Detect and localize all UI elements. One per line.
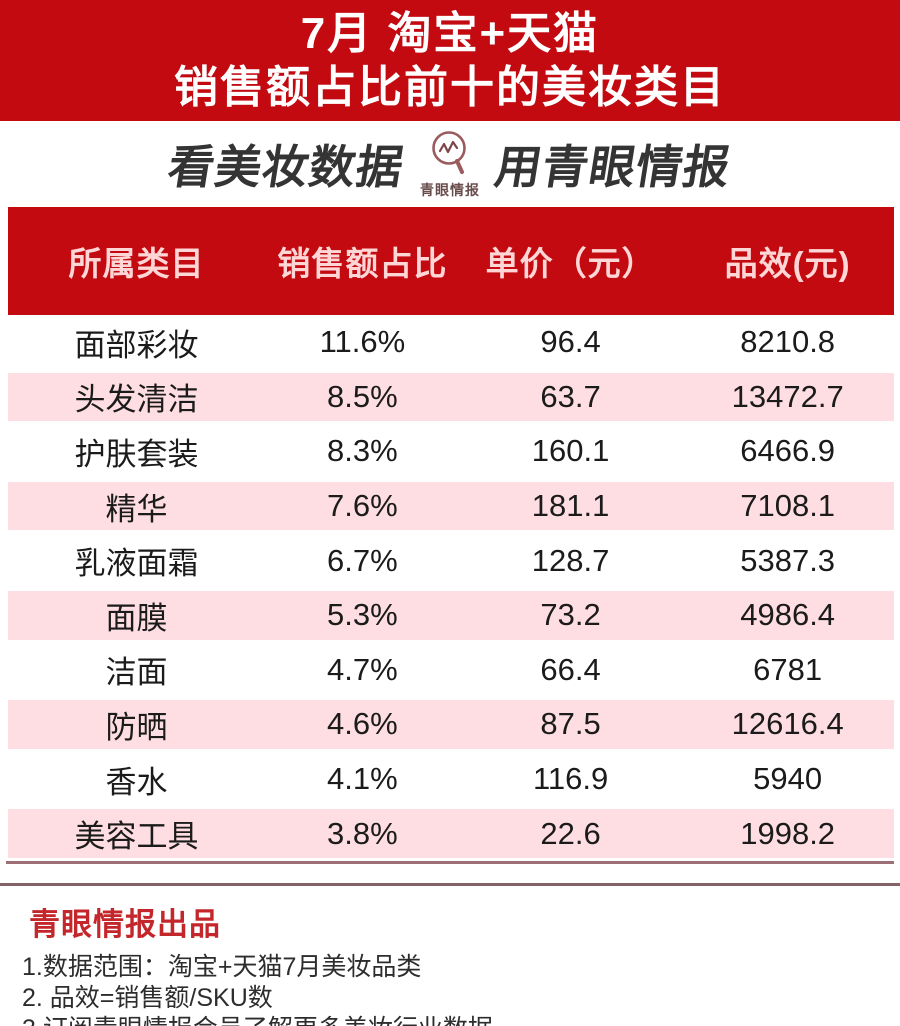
footer-notes: 1.数据范围：淘宝+天猫7月美妆品类 2. 品效=销售额/SKU数 3.订阅青眼… [22, 952, 900, 1026]
cell-sales-share: 8.5% [327, 378, 398, 414]
cell-unit-price: 116.9 [532, 761, 609, 797]
table-row: 面膜 5.3% 73.2 4986.4 [8, 587, 894, 643]
column-header-sales-share: 销售额占比 [277, 245, 448, 282]
table-header-row: 所属类目 销售额占比 单价（元） 品效(元) [8, 207, 894, 315]
table-row: 头发清洁 8.5% 63.7 13472.7 [8, 369, 894, 425]
cell-unit-price: 87.5 [540, 706, 601, 742]
cell-efficiency: 6466.9 [740, 433, 836, 469]
footer: 青眼情报出品 1.数据范围：淘宝+天猫7月美妆品类 2. 品效=销售额/SKU数… [0, 886, 900, 1026]
cell-category: 头发清洁 [74, 382, 199, 418]
magnifier-chart-icon [424, 128, 476, 183]
brand-logo-caption: 青眼情报 [420, 182, 480, 198]
cell-sales-share: 4.1% [327, 761, 398, 797]
table-body: 面部彩妆 11.6% 96.4 8210.8 头发清洁 8.5% 63.7 13… [8, 315, 894, 861]
cell-efficiency: 5387.3 [740, 542, 836, 578]
cell-sales-share: 6.7% [327, 542, 398, 578]
cell-sales-share: 7.6% [327, 488, 398, 524]
title-banner: 7月 淘宝+天猫 销售额占比前十的美妆类目 [0, 0, 900, 121]
table-row: 乳液面霜 6.7% 128.7 5387.3 [8, 533, 894, 588]
section-divider [0, 882, 900, 886]
cell-efficiency: 6781 [753, 651, 823, 687]
cell-category: 面部彩妆 [74, 327, 199, 363]
table-bottom-border [6, 860, 894, 864]
cell-category: 乳液面霜 [74, 546, 199, 582]
cell-category: 精华 [105, 491, 168, 527]
cell-efficiency: 5940 [753, 761, 823, 797]
cell-unit-price: 96.4 [540, 324, 601, 360]
brand-logo: 青眼情报 [420, 128, 480, 200]
cell-unit-price: 63.7 [540, 378, 601, 414]
brand-strip: 看美妆数据 青眼情报 用青眼情报 [0, 121, 900, 207]
cell-efficiency: 4986.4 [740, 597, 836, 633]
table-row: 香水 4.1% 116.9 5940 [8, 751, 894, 807]
table-row: 精华 7.6% 181.1 7108.1 [8, 478, 894, 534]
cell-sales-share: 3.8% [327, 815, 398, 851]
cell-category: 香水 [105, 764, 168, 800]
title-line-1: 7月 淘宝+天猫 [300, 8, 600, 58]
table-row: 护肤套装 8.3% 160.1 6466.9 [8, 424, 894, 479]
column-header-category: 所属类目 [68, 245, 205, 282]
column-header-efficiency: 品效(元) [724, 245, 851, 282]
cell-sales-share: 8.3% [327, 433, 398, 469]
table-row: 洁面 4.7% 66.4 6781 [8, 642, 894, 698]
cell-efficiency: 13472.7 [731, 378, 844, 414]
cell-sales-share: 11.6% [319, 324, 406, 360]
cell-efficiency: 8210.8 [740, 324, 836, 360]
cell-sales-share: 4.6% [327, 706, 398, 742]
title-line-2: 销售额占比前十的美妆类目 [174, 62, 726, 112]
cell-unit-price: 66.4 [540, 651, 601, 687]
table-row: 防晒 4.6% 87.5 12616.4 [8, 697, 894, 752]
category-table: 所属类目 销售额占比 单价（元） 品效(元) 面部彩妆 11.6% 96.4 8… [8, 207, 894, 861]
cell-efficiency: 12616.4 [731, 706, 844, 742]
cell-efficiency: 7108.1 [740, 488, 836, 524]
column-header-unit-price: 单价（元） [485, 245, 656, 282]
cell-category: 面膜 [105, 600, 168, 636]
cell-category: 美容工具 [74, 819, 199, 855]
footer-producer: 青眼情报出品 [29, 906, 221, 942]
cell-efficiency: 1998.2 [740, 815, 836, 851]
cell-category: 护肤套装 [74, 436, 199, 472]
cell-unit-price: 160.1 [531, 433, 610, 469]
cell-sales-share: 5.3% [327, 597, 398, 633]
cell-unit-price: 128.7 [531, 542, 610, 578]
cell-unit-price: 22.6 [540, 815, 601, 851]
cell-unit-price: 181.1 [531, 488, 610, 524]
cell-category: 防晒 [105, 709, 168, 745]
footer-note-2: 2. 品效=销售额/SKU数 [22, 983, 273, 1012]
footer-note-3: 3.订阅青眼情报会员了解更多美妆行业数据 [22, 1014, 900, 1026]
cell-category: 洁面 [105, 655, 168, 691]
cell-sales-share: 4.7% [327, 651, 398, 687]
brand-slogan-right: 用青眼情报 [491, 141, 735, 193]
brand-slogan-left: 看美妆数据 [164, 141, 408, 193]
table-row: 美容工具 3.8% 22.6 1998.2 [8, 806, 894, 861]
footer-note-1: 1.数据范围：淘宝+天猫7月美妆品类 [22, 952, 422, 981]
cell-unit-price: 73.2 [540, 597, 601, 633]
table-row: 面部彩妆 11.6% 96.4 8210.8 [8, 315, 894, 370]
